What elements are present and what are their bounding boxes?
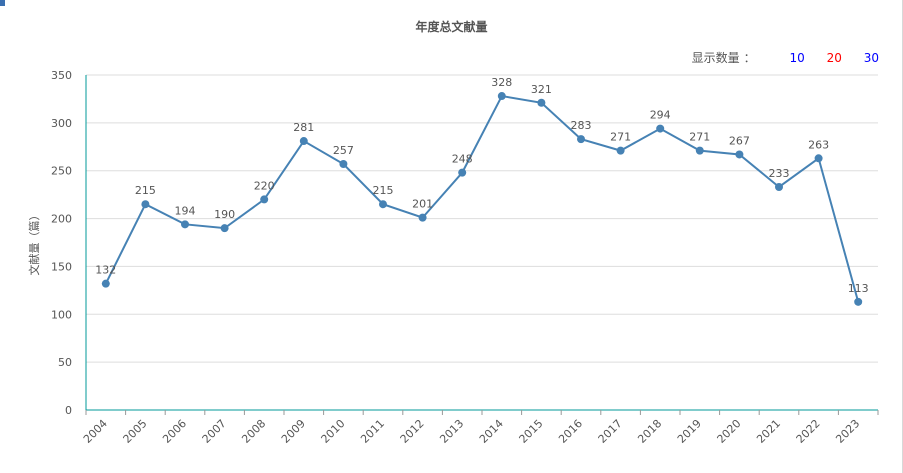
x-tick-label: 2009 xyxy=(279,417,308,446)
x-tick-label: 2010 xyxy=(319,417,348,446)
y-tick-label: 200 xyxy=(51,213,72,226)
x-tick-label: 2004 xyxy=(81,417,110,446)
data-label: 132 xyxy=(95,264,116,277)
data-point xyxy=(814,154,823,163)
y-tick-label: 50 xyxy=(58,356,72,369)
x-tick-label: 2015 xyxy=(517,417,546,446)
y-tick-label: 0 xyxy=(65,404,72,417)
data-point xyxy=(656,124,665,133)
data-label: 215 xyxy=(373,184,394,197)
x-tick-label: 2005 xyxy=(121,417,150,446)
corner-marker xyxy=(0,0,5,6)
y-tick-label: 150 xyxy=(51,260,72,273)
x-tick-label: 2006 xyxy=(160,417,189,446)
data-label: 328 xyxy=(491,76,512,89)
series-line xyxy=(104,94,860,303)
x-tick-label: 2008 xyxy=(239,417,268,446)
data-label: 283 xyxy=(571,119,592,132)
chart-title: 年度总文献量 xyxy=(415,20,488,34)
x-tick-label: 2017 xyxy=(596,417,625,446)
data-label: 248 xyxy=(452,153,473,166)
display-count-label: 显示数量 xyxy=(691,51,740,65)
y-tick-label: 350 xyxy=(51,69,72,82)
x-tick-label: 2021 xyxy=(754,417,783,446)
x-tick-label: 2016 xyxy=(556,417,585,446)
data-label: 267 xyxy=(729,134,750,147)
y-tick-label: 300 xyxy=(51,117,72,130)
data-label: 113 xyxy=(848,282,869,295)
data-point xyxy=(379,200,387,209)
data-label: 215 xyxy=(135,184,156,197)
data-label: 194 xyxy=(175,204,196,217)
data-label: 233 xyxy=(769,167,790,180)
data-point xyxy=(458,168,467,177)
data-point xyxy=(141,200,150,209)
data-point xyxy=(695,146,704,155)
data-point xyxy=(616,146,625,155)
display-count-selector: 显示数量： 10 20 30 xyxy=(692,49,879,66)
x-tick-label: 2020 xyxy=(715,417,744,446)
data-point xyxy=(735,150,744,159)
x-tick-label: 2018 xyxy=(635,417,664,446)
x-tick-label: 2013 xyxy=(437,417,466,446)
data-label: 201 xyxy=(412,198,433,211)
x-tick-label: 2014 xyxy=(477,417,506,446)
data-point xyxy=(181,220,189,229)
data-label: 271 xyxy=(610,131,631,144)
data-label: 220 xyxy=(254,179,275,192)
data-point xyxy=(339,160,348,169)
data-label: 321 xyxy=(531,83,552,96)
data-point xyxy=(497,92,506,101)
data-label: 190 xyxy=(214,208,235,221)
data-point xyxy=(537,98,546,107)
x-tick-label: 2011 xyxy=(358,417,387,446)
x-tick-label: 2022 xyxy=(794,417,823,446)
data-label: 257 xyxy=(333,144,354,157)
y-tick-label: 250 xyxy=(51,165,72,178)
data-label: 294 xyxy=(650,109,671,122)
display-count-option-30[interactable]: 30 xyxy=(863,51,879,65)
data-point xyxy=(260,195,269,204)
data-point xyxy=(854,297,863,306)
data-label: 263 xyxy=(808,138,829,151)
x-tick-label: 2023 xyxy=(833,417,862,446)
y-tick-label: 100 xyxy=(51,308,72,321)
data-point xyxy=(577,135,585,144)
data-point xyxy=(418,213,427,222)
data-point xyxy=(775,182,783,191)
display-count-option-20[interactable]: 20 xyxy=(826,51,842,65)
data-point xyxy=(299,137,308,146)
y-axis-label: 文献量（篇） xyxy=(27,210,41,276)
x-tick-label: 2019 xyxy=(675,417,704,446)
display-count-option-10[interactable]: 10 xyxy=(789,51,805,65)
x-tick-label: 2012 xyxy=(398,417,427,446)
data-label: 271 xyxy=(689,131,710,144)
data-point xyxy=(220,224,229,233)
x-tick-label: 2007 xyxy=(200,417,229,446)
display-count-separator: ： xyxy=(743,51,756,65)
data-label: 281 xyxy=(293,121,314,134)
data-point xyxy=(101,279,110,288)
